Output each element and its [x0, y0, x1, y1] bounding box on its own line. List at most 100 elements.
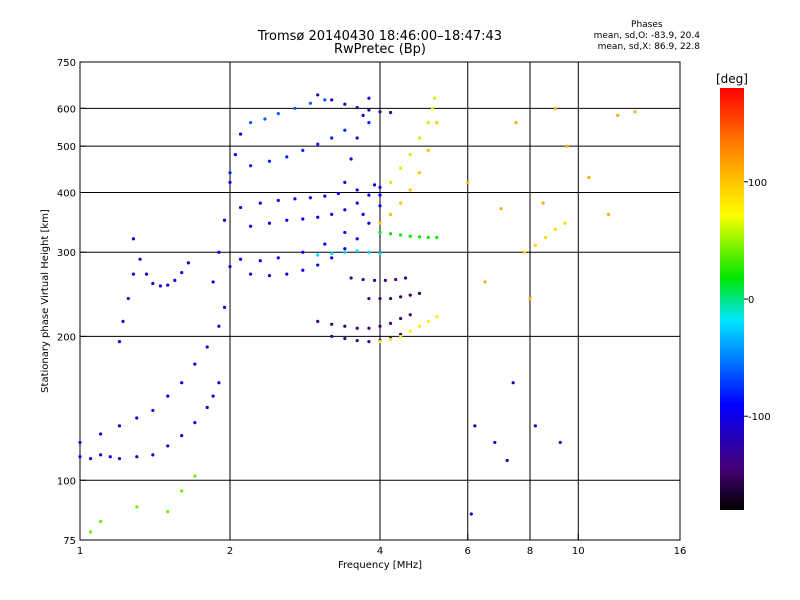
data-point — [238, 205, 243, 210]
data-point — [238, 132, 243, 136]
y-axis-label: Stationary phase Virtual Height [km] — [40, 209, 51, 393]
data-point — [383, 278, 387, 282]
data-point — [336, 191, 340, 196]
data-point — [417, 136, 422, 140]
data-point — [166, 283, 170, 287]
data-point — [505, 458, 509, 463]
data-point — [211, 280, 215, 284]
data-point — [378, 230, 382, 235]
x-tick-label: 2 — [227, 546, 233, 557]
data-point — [330, 322, 334, 326]
data-point — [355, 237, 359, 241]
data-point — [399, 166, 403, 170]
data-point — [388, 110, 393, 115]
data-point — [343, 336, 347, 341]
data-point — [233, 153, 237, 157]
data-point — [388, 180, 393, 184]
data-point — [186, 261, 190, 265]
colorbar — [720, 88, 744, 510]
data-point — [367, 121, 371, 125]
data-point — [330, 98, 334, 102]
data-point — [417, 171, 422, 175]
data-point — [343, 102, 347, 106]
data-point — [88, 530, 93, 534]
data-point — [435, 121, 439, 125]
data-point — [553, 227, 558, 231]
data-point — [403, 276, 408, 280]
data-point — [511, 381, 515, 385]
y-tick-label: 300 — [57, 248, 76, 259]
data-point — [378, 204, 382, 208]
data-point — [399, 295, 403, 299]
data-point — [616, 113, 620, 117]
phase-stats-o-mode: mean, sd,O: -83.9, 20.4 — [593, 31, 700, 41]
data-point — [276, 256, 280, 260]
data-point — [193, 421, 197, 425]
data-point — [408, 329, 412, 333]
data-point — [355, 188, 359, 192]
data-point — [367, 250, 371, 254]
data-point — [372, 278, 377, 282]
data-point — [493, 440, 497, 445]
data-point — [433, 96, 437, 100]
data-point — [388, 296, 393, 301]
data-point — [99, 432, 103, 436]
colorbar-tick-label: 0 — [748, 295, 754, 306]
data-point — [355, 201, 359, 205]
data-point — [151, 453, 155, 457]
data-point — [205, 345, 209, 349]
x-tick-label: 10 — [572, 546, 585, 557]
data-point — [228, 264, 232, 269]
data-point — [131, 272, 136, 276]
data-point — [193, 474, 197, 478]
data-point — [78, 440, 82, 445]
data-point — [78, 455, 82, 459]
data-point — [88, 457, 93, 461]
data-point — [483, 280, 487, 284]
y-tick-label: 400 — [57, 188, 76, 199]
data-point — [367, 221, 371, 225]
data-point — [285, 218, 289, 222]
data-point — [173, 278, 177, 282]
data-point — [276, 111, 280, 116]
data-point — [469, 512, 473, 516]
data-point — [361, 212, 365, 216]
data-point — [378, 296, 382, 301]
data-point — [249, 164, 253, 168]
data-point — [316, 215, 320, 219]
data-point — [343, 247, 347, 251]
data-point — [293, 197, 297, 201]
data-point — [355, 249, 359, 253]
data-point — [151, 408, 155, 413]
data-point — [131, 237, 136, 241]
data-point — [399, 316, 403, 321]
data-point — [399, 201, 403, 205]
data-point — [408, 234, 412, 238]
data-point — [117, 340, 122, 344]
phase-stats-x-mode: mean, sd,X: 86.9, 22.8 — [597, 42, 700, 52]
data-point — [135, 416, 139, 420]
y-tick-label: 75 — [63, 536, 76, 547]
data-point — [558, 440, 562, 445]
data-point — [211, 394, 215, 398]
data-point — [408, 313, 412, 317]
chart-title: Tromsø 20140430 18:46:00–18:47:43 — [257, 29, 503, 44]
data-point — [388, 212, 393, 216]
data-point — [343, 230, 347, 235]
data-point — [544, 235, 548, 240]
data-point — [587, 175, 591, 180]
data-point — [367, 340, 371, 344]
data-point — [99, 453, 103, 457]
data-point — [166, 394, 170, 398]
data-point — [166, 509, 170, 514]
data-point — [301, 250, 305, 254]
colorbar-tick-label: 100 — [748, 178, 767, 189]
data-point — [408, 188, 412, 192]
data-point — [308, 196, 313, 200]
data-point — [378, 340, 382, 344]
x-tick-label: 16 — [674, 546, 687, 557]
data-point — [388, 337, 393, 342]
x-tick-label: 1 — [77, 546, 83, 557]
data-point — [217, 250, 221, 254]
